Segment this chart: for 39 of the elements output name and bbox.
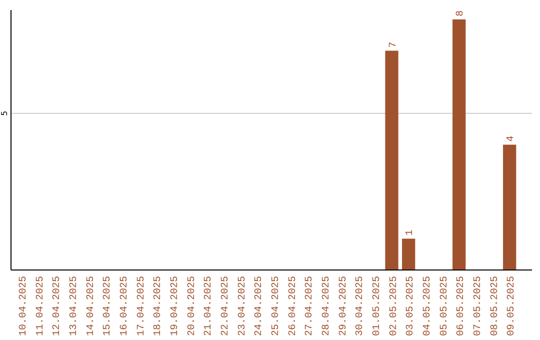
x-tick-label: 03.05.2025 xyxy=(406,276,417,336)
x-tick-label: 28.04.2025 xyxy=(321,276,332,336)
bar xyxy=(503,144,516,270)
data-label: 1 xyxy=(405,230,416,236)
x-tick-label: 10.04.2025 xyxy=(18,276,30,336)
x-tick-label: 13.04.2025 xyxy=(68,276,80,336)
x-tick-label: 21.04.2025 xyxy=(204,276,215,336)
x-tick-label: 07.05.2025 xyxy=(472,276,484,336)
x-tick-label: 20.04.2025 xyxy=(186,276,198,336)
y-tick-label: 5 xyxy=(0,110,9,116)
x-tick-label: 08.05.2025 xyxy=(490,276,501,336)
x-tick-label: 26.04.2025 xyxy=(288,276,299,336)
x-tick-label: 12.04.2025 xyxy=(52,276,64,336)
data-label: 7 xyxy=(388,42,400,48)
x-tick-label: 14.04.2025 xyxy=(86,276,97,336)
x-tick-label: 11.04.2025 xyxy=(35,276,46,336)
x-tick-label: 29.04.2025 xyxy=(338,276,350,336)
x-tick-label: 30.04.2025 xyxy=(355,276,366,336)
x-tick-label: 05.05.2025 xyxy=(439,276,450,336)
x-tick-label: 17.04.2025 xyxy=(136,276,148,336)
x-tick-label: 24.04.2025 xyxy=(254,276,266,336)
data-label: 4 xyxy=(506,136,518,142)
x-tick-label: 09.05.2025 xyxy=(506,276,518,336)
x-tick-label: 25.04.2025 xyxy=(270,276,282,336)
x-tick-label: 04.05.2025 xyxy=(422,276,434,336)
x-tick-label: 18.04.2025 xyxy=(153,276,164,336)
bar xyxy=(452,19,466,270)
x-tick-label: 16.04.2025 xyxy=(119,276,130,336)
x-tick-label: 23.04.2025 xyxy=(237,276,248,336)
x-tick-label: 19.04.2025 xyxy=(170,276,181,336)
x-tick-label: 22.04.2025 xyxy=(220,276,232,336)
data-label: 8 xyxy=(456,10,467,16)
x-tick-label: 02.05.2025 xyxy=(388,276,400,336)
x-tick-label: 06.05.2025 xyxy=(456,276,468,336)
bar xyxy=(402,238,416,270)
x-tick-label: 27.04.2025 xyxy=(304,276,316,336)
x-tick-label: 01.05.2025 xyxy=(372,276,383,336)
x-tick-label: 15.04.2025 xyxy=(102,276,114,336)
bar xyxy=(385,50,398,270)
